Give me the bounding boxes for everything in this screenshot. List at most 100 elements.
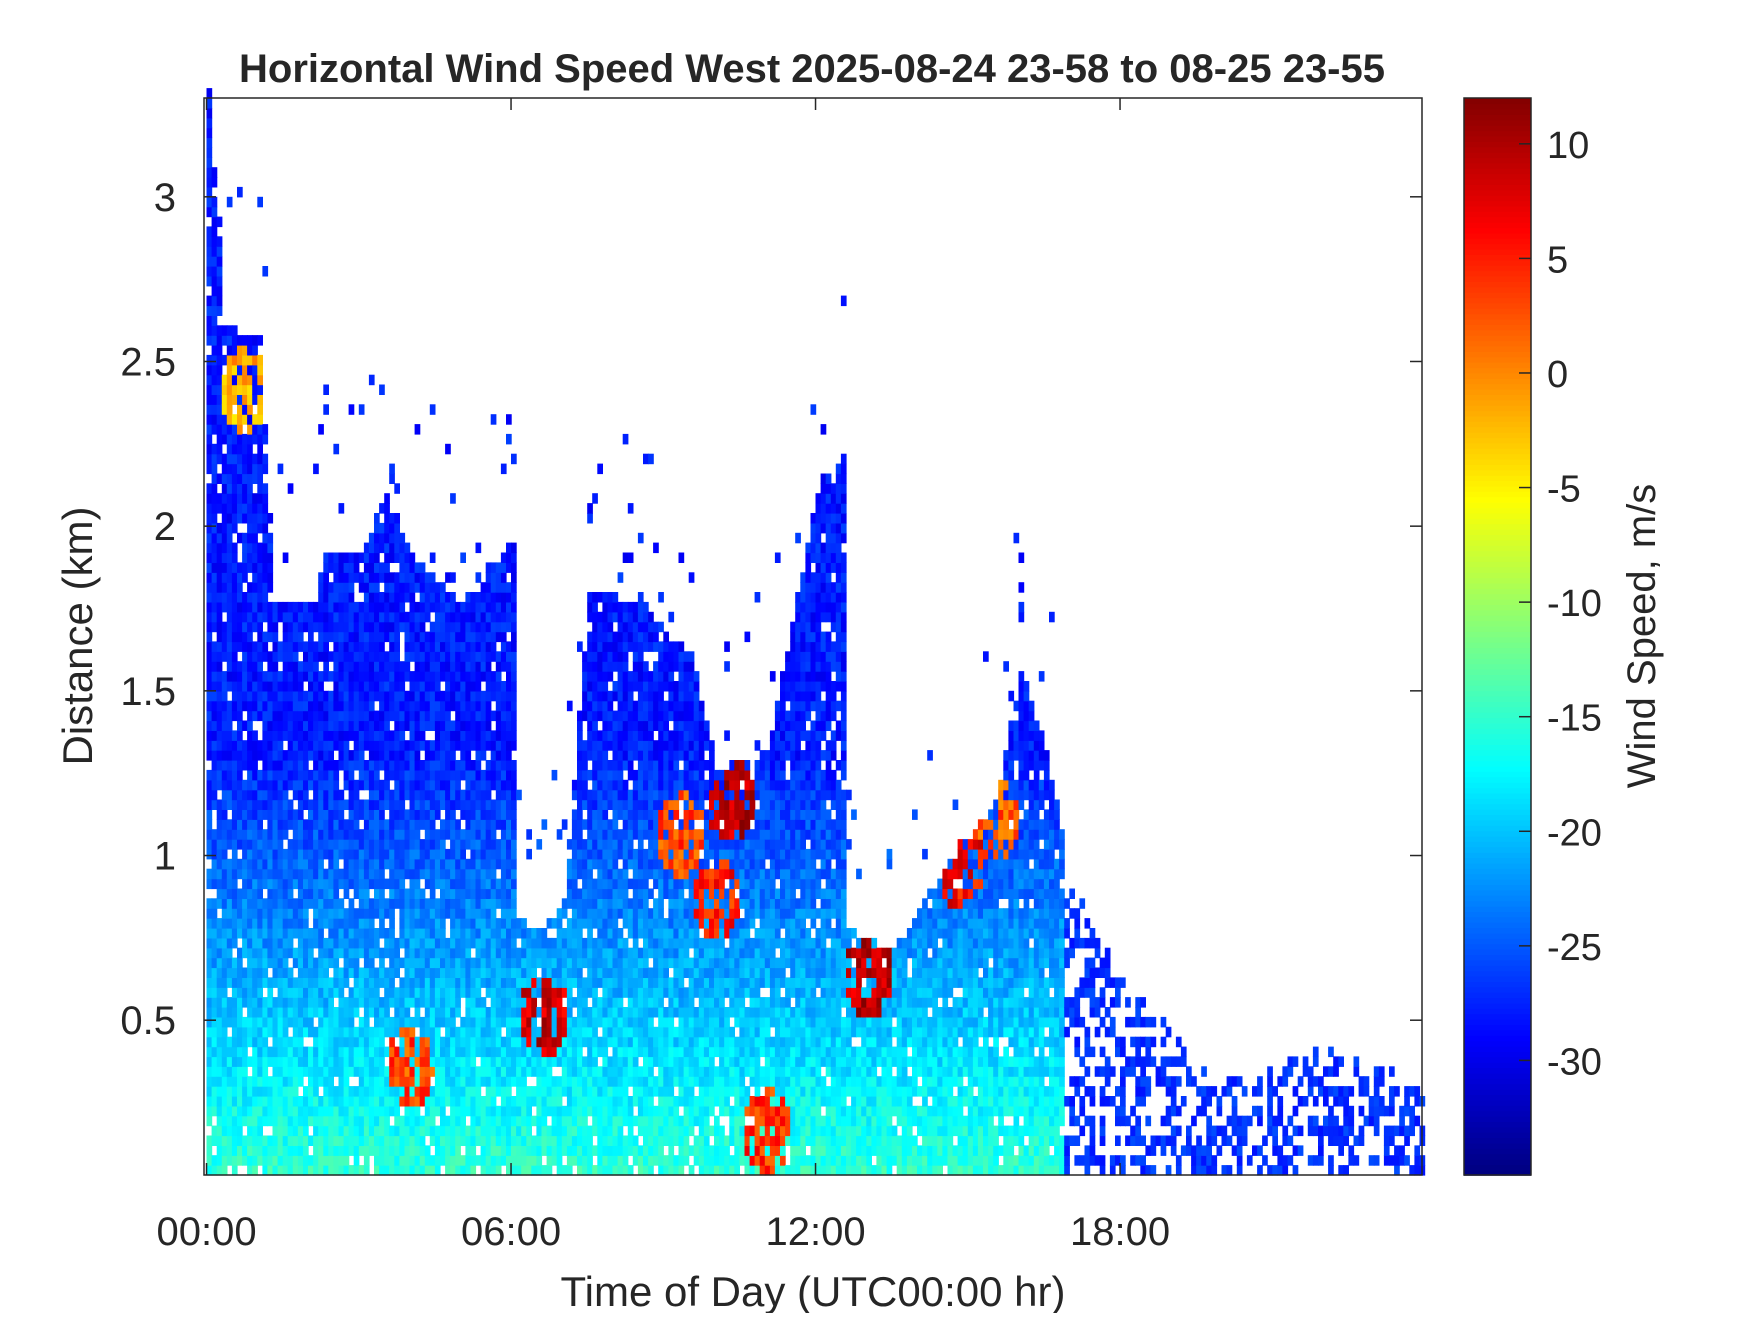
heat-cell xyxy=(363,552,370,563)
heat-cell xyxy=(358,1016,365,1028)
heat-cell xyxy=(592,611,598,623)
heat-cell xyxy=(511,1026,517,1038)
heat-cell xyxy=(480,977,487,988)
heat-cell xyxy=(414,888,421,899)
heat-cell xyxy=(500,779,507,791)
heat-cell xyxy=(206,730,213,741)
heat-cell xyxy=(577,997,583,1008)
heat-cell xyxy=(627,601,634,613)
heat-cell xyxy=(597,592,603,603)
heat-cell xyxy=(622,1145,629,1156)
heat-cell xyxy=(587,878,593,890)
heat-cell xyxy=(627,1056,634,1067)
heat-cell xyxy=(252,928,258,939)
heat-cell xyxy=(353,621,360,633)
heat-cell xyxy=(480,700,487,712)
heat-cell xyxy=(252,345,258,356)
heat-cell xyxy=(211,710,218,722)
heat-cell xyxy=(445,858,451,870)
heat-cell xyxy=(226,522,233,534)
heat-cell xyxy=(470,1066,477,1077)
heat-cell xyxy=(475,1086,482,1097)
heat-cell xyxy=(282,1155,289,1166)
heat-cell xyxy=(252,493,258,504)
heat-cell xyxy=(632,700,639,712)
heat-cell xyxy=(622,621,629,633)
heat-cell xyxy=(343,1145,350,1156)
heat-cell xyxy=(363,848,370,860)
heat-cell xyxy=(211,641,218,652)
heat-cell xyxy=(450,720,456,731)
heat-cell xyxy=(424,710,431,722)
heat-cell xyxy=(384,799,390,810)
heat-cell xyxy=(242,1076,248,1087)
heat-cell xyxy=(216,295,223,307)
heat-cell xyxy=(282,1135,289,1146)
heat-cell xyxy=(617,1165,624,1176)
heat-cell xyxy=(404,1145,411,1156)
heat-cell xyxy=(582,1145,588,1156)
heat-cell xyxy=(470,839,477,850)
heat-cell xyxy=(368,928,375,939)
heat-cell xyxy=(231,1016,238,1028)
heat-cell xyxy=(643,1046,649,1058)
heat-cell xyxy=(242,621,248,633)
heat-cell xyxy=(612,592,619,603)
heat-cell xyxy=(475,799,482,810)
heat-cell xyxy=(490,819,497,830)
heat-cell xyxy=(242,443,248,455)
heat-cell xyxy=(221,799,228,810)
heat-cell xyxy=(440,1115,446,1127)
heat-cell xyxy=(257,522,263,534)
heat-cell xyxy=(480,1145,487,1156)
heat-cell xyxy=(379,681,385,692)
heat-cell xyxy=(637,819,644,830)
heat-cell xyxy=(470,611,477,623)
heat-cell xyxy=(409,592,416,603)
heat-cell xyxy=(277,1165,284,1176)
heat-cell xyxy=(445,611,451,623)
heat-cell xyxy=(297,1026,304,1038)
heat-cell xyxy=(358,947,365,959)
heat-cell xyxy=(404,1165,411,1176)
heat-cell xyxy=(333,1135,340,1146)
heat-cell xyxy=(602,671,609,682)
heat-cell xyxy=(648,918,654,929)
heat-cell xyxy=(500,631,507,643)
heat-cell xyxy=(353,740,360,751)
heat-cell xyxy=(409,621,416,633)
heat-cell xyxy=(409,1066,416,1077)
heat-cell xyxy=(566,1076,573,1087)
heat-cell xyxy=(313,730,319,741)
heat-cell xyxy=(480,690,487,702)
heat-cell xyxy=(617,1056,624,1067)
heat-cell xyxy=(434,878,441,890)
heat-cell xyxy=(237,928,243,939)
heat-cell xyxy=(399,562,406,573)
heat-cell xyxy=(561,977,568,988)
heat-cell xyxy=(541,1165,548,1176)
heat-cell xyxy=(237,681,243,692)
heat-cell xyxy=(287,611,294,623)
heat-cell xyxy=(252,858,258,870)
heat-cell xyxy=(242,819,248,830)
heat-cell xyxy=(252,1056,258,1067)
heat-cell xyxy=(267,720,274,731)
heat-cell xyxy=(511,710,517,722)
heat-cell xyxy=(333,671,340,682)
heat-cell xyxy=(343,641,350,652)
heat-cell xyxy=(247,1115,253,1127)
heat-cell xyxy=(358,848,365,860)
heat-cell xyxy=(252,1125,258,1137)
heat-cell xyxy=(434,651,441,662)
heat-cell xyxy=(612,799,619,810)
heat-cell xyxy=(627,1125,634,1137)
heat-cell xyxy=(556,1026,563,1038)
heat-cell xyxy=(328,1036,334,1048)
heat-cell xyxy=(404,1066,411,1077)
heat-cell xyxy=(282,671,289,682)
heat-cell xyxy=(348,1135,355,1146)
heat-cell xyxy=(582,789,588,801)
heat-cell xyxy=(643,631,649,643)
heat-cell xyxy=(627,740,634,751)
